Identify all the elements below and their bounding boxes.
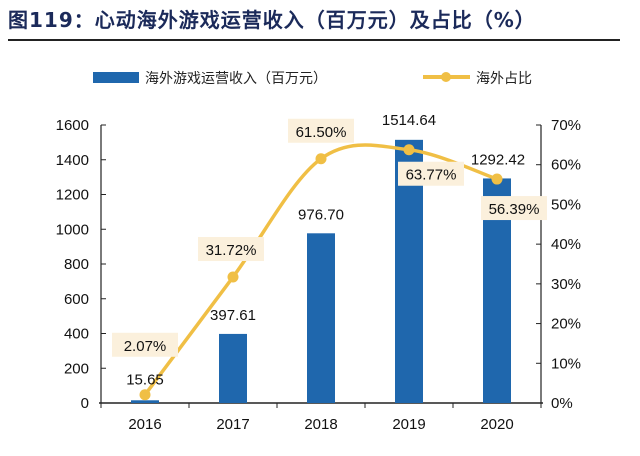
x-axis-tick-label: 2016	[128, 416, 161, 433]
bar-value-label: 976.70	[298, 206, 344, 223]
bar	[307, 233, 335, 403]
share-marker	[491, 173, 503, 185]
share-marker	[227, 271, 239, 283]
left-axis-tick-label: 1200	[56, 187, 89, 204]
share-label-box	[481, 196, 547, 221]
left-axis-tick-label: 200	[64, 360, 89, 377]
left-axis-tick-label: 1600	[56, 117, 89, 134]
right-axis-tick-label: 20%	[551, 316, 581, 333]
share-marker	[315, 153, 327, 165]
bar	[219, 333, 247, 403]
left-axis-tick-label: 0	[81, 395, 89, 412]
legend-bar-label: 海外游戏运营收入（百万元）	[145, 71, 327, 87]
share-marker	[139, 389, 151, 401]
share-value-label: 63.77%	[406, 167, 457, 184]
right-axis-tick-label: 10%	[551, 355, 581, 372]
bar-value-label: 397.61	[210, 307, 256, 324]
left-axis-tick-label: 400	[64, 326, 89, 343]
share-value-label: 61.50%	[296, 124, 347, 141]
figure-title: 图119：心动海外游戏运营收入（百万元）及占比（%）	[8, 8, 536, 32]
bar	[131, 400, 159, 403]
left-axis-tick-label: 1000	[56, 221, 89, 238]
legend-line-marker	[441, 72, 451, 82]
share-value-label: 56.39%	[489, 201, 540, 218]
legend-bar-swatch	[93, 72, 139, 83]
share-marker	[403, 144, 415, 156]
share-value-label: 2.07%	[124, 338, 167, 355]
right-axis-tick-label: 50%	[551, 196, 581, 213]
share-label-box	[112, 332, 178, 357]
x-axis-tick-label: 2018	[304, 416, 337, 433]
right-axis-tick-label: 0%	[551, 395, 573, 412]
share-value-label: 31.72%	[206, 242, 257, 259]
share-label-box	[288, 118, 354, 143]
left-axis-tick-label: 600	[64, 291, 89, 308]
share-line	[143, 143, 498, 396]
left-axis-tick-label: 800	[64, 256, 89, 273]
x-axis-tick-label: 2020	[480, 416, 513, 433]
title-divider	[8, 39, 620, 41]
share-label-box	[198, 237, 264, 262]
bar-value-label: 15.65	[126, 371, 164, 388]
share-label-box	[398, 161, 464, 186]
bar-value-label: 1292.42	[471, 151, 525, 168]
right-axis-tick-label: 40%	[551, 236, 581, 253]
x-axis-tick-label: 2017	[216, 416, 249, 433]
left-axis-tick-label: 1400	[56, 152, 89, 169]
bar-value-label: 1514.64	[382, 112, 436, 129]
right-axis-tick-label: 30%	[551, 276, 581, 293]
legend-line-label: 海外占比	[476, 71, 532, 87]
right-axis-tick-label: 60%	[551, 157, 581, 174]
right-axis-tick-label: 70%	[551, 117, 581, 134]
x-axis-tick-label: 2019	[392, 416, 425, 433]
